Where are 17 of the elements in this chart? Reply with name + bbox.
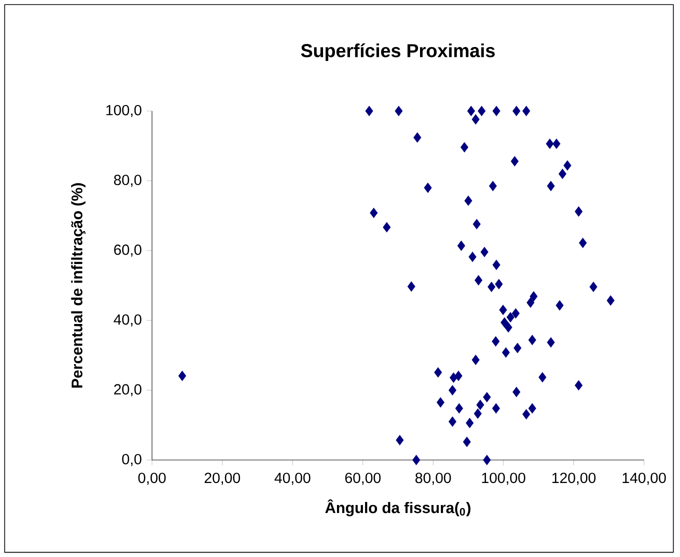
x-tick-label: 0,00 — [138, 472, 166, 485]
x-tick-label: 80,00 — [415, 472, 451, 485]
x-tick-label: 120,00 — [552, 472, 596, 485]
x-tick-label: 140,00 — [622, 472, 666, 485]
y-tick-label: 60,0 — [114, 244, 142, 257]
y-tick-label: 80,0 — [114, 174, 142, 187]
x-tick-label: 100,00 — [482, 472, 526, 485]
chart-title: Superfícies Proximais — [301, 43, 495, 61]
x-axis-title: Ângulo da fissura($_{0}$) — [325, 499, 470, 516]
y-tick-label: 0,0 — [122, 454, 142, 466]
x-tick-label: 20,00 — [204, 472, 240, 485]
y-tick-label: 100,0 — [106, 104, 142, 118]
y-tick-label: 20,0 — [114, 384, 142, 396]
y-axis-title: Percentual de infiltração (%) — [71, 183, 86, 388]
y-tick-label: 40,0 — [114, 314, 142, 326]
x-tick-label: 40,00 — [274, 472, 310, 485]
x-tick-label: 60,00 — [345, 472, 381, 485]
